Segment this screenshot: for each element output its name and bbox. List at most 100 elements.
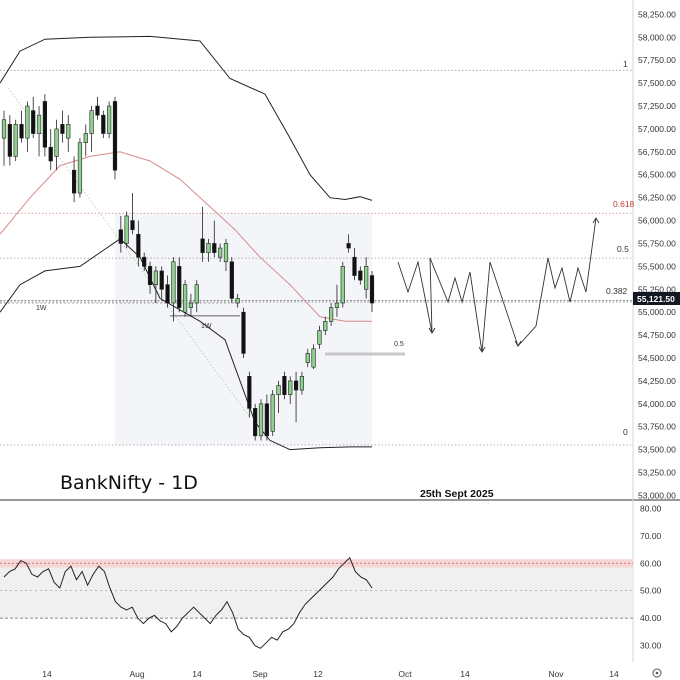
annotation-date: 25th Sept 2025 xyxy=(420,488,494,500)
candle-body xyxy=(218,247,223,258)
candle xyxy=(77,138,83,198)
candle xyxy=(36,106,42,157)
candle-body xyxy=(194,284,199,304)
candle-body xyxy=(159,270,164,290)
candle-body xyxy=(241,311,246,354)
candle xyxy=(229,257,234,304)
candle-body xyxy=(264,403,269,437)
candle-body xyxy=(13,124,18,157)
candle xyxy=(282,371,287,400)
time-tick-label: Aug xyxy=(129,669,144,679)
price-pane[interactable] xyxy=(0,0,680,662)
rsi-tick-label: 60.00 xyxy=(640,558,662,568)
time-tick-label: 12 xyxy=(313,669,323,679)
candle xyxy=(305,348,310,368)
price-axis[interactable]: 58,250.00 58,000.00 57,750.00 57,500.00 57,2… xyxy=(638,9,676,500)
candle xyxy=(171,257,176,322)
candle-body xyxy=(118,229,123,244)
chart-title: BankNifty - 1D xyxy=(60,472,198,494)
candle xyxy=(369,270,375,313)
current-price-badge: 55,121.50 xyxy=(633,292,680,305)
candle-body xyxy=(48,146,53,162)
candle xyxy=(19,110,24,143)
candle xyxy=(299,371,305,395)
candle xyxy=(247,371,252,418)
price-tick-label: 56,000.00 xyxy=(638,216,676,226)
candle-body xyxy=(107,105,112,134)
candle xyxy=(352,248,357,281)
price-tick-label: 54,750.00 xyxy=(638,330,676,340)
time-tick-label: 14 xyxy=(460,669,470,679)
projection-arrow xyxy=(478,346,486,353)
candle xyxy=(177,257,182,313)
candle xyxy=(276,380,281,413)
candle-body xyxy=(1,119,7,139)
price-tick-label: 53,250.00 xyxy=(638,468,676,478)
candle-body xyxy=(60,124,65,134)
candle-body xyxy=(317,330,322,345)
bollinger-middle-band xyxy=(0,151,372,322)
time-tick-label: Nov xyxy=(548,669,564,679)
candle xyxy=(31,96,36,139)
time-axis[interactable]: 14 Aug 14 Sep 12 Oct 14 Nov 14 xyxy=(42,669,619,679)
candle xyxy=(71,156,77,203)
projection-arrow xyxy=(428,327,436,334)
rsi-axis[interactable]: 80.00 70.00 60.00 50.00 40.00 30.00 xyxy=(640,504,662,651)
candle-body xyxy=(112,101,118,171)
time-tick-label: 14 xyxy=(192,669,202,679)
rsi-tick-label: 70.00 xyxy=(640,531,662,541)
price-tick-label: 58,000.00 xyxy=(638,32,676,42)
candle xyxy=(194,280,199,313)
weekly-level-label-1: 1W xyxy=(36,305,47,312)
half-level-label: 0.5 xyxy=(394,341,404,348)
candle xyxy=(258,399,264,441)
settings-icon[interactable] xyxy=(652,668,662,678)
candle xyxy=(311,344,316,369)
candle-body xyxy=(71,169,77,194)
candle xyxy=(124,211,129,249)
candle xyxy=(364,257,369,299)
fib-label-0: 0 xyxy=(623,427,628,437)
candle-body xyxy=(130,220,135,231)
candle-body xyxy=(247,376,252,409)
candle xyxy=(54,119,59,171)
weekly-level-label-2: 1W xyxy=(201,323,212,330)
candle-body xyxy=(276,385,281,395)
candle-body xyxy=(329,307,334,322)
time-tick-label: 14 xyxy=(609,669,619,679)
candle-body xyxy=(136,234,141,258)
price-tick-label: 57,000.00 xyxy=(638,124,676,134)
candle xyxy=(358,266,363,285)
price-tick-label: 56,500.00 xyxy=(638,170,676,180)
rsi-line xyxy=(3,556,373,649)
candle xyxy=(147,261,153,294)
candle-body xyxy=(334,302,340,308)
candle-body xyxy=(177,266,182,308)
candle-body xyxy=(171,261,176,304)
candle xyxy=(241,307,246,358)
rsi-pane[interactable] xyxy=(0,556,633,649)
candle xyxy=(142,252,147,271)
candle-body xyxy=(369,275,375,304)
candle xyxy=(223,238,229,271)
candle-body xyxy=(200,238,205,253)
candle-body xyxy=(223,243,229,263)
candle xyxy=(159,266,164,299)
candle xyxy=(95,96,100,120)
candle xyxy=(107,101,112,139)
candle xyxy=(112,96,118,180)
time-tick-label: 14 xyxy=(42,669,52,679)
candle-body xyxy=(282,376,287,395)
candle xyxy=(206,238,211,262)
price-tick-label: 56,250.00 xyxy=(638,193,676,203)
candle xyxy=(13,119,18,162)
candle xyxy=(48,128,53,171)
current-price-label: 55,121.50 xyxy=(637,294,675,304)
projection-path xyxy=(397,217,597,353)
candle-body xyxy=(124,215,129,244)
candle xyxy=(130,193,135,235)
trend-line xyxy=(7,87,251,418)
time-tick-label: Oct xyxy=(398,669,412,679)
candle-body xyxy=(323,321,328,331)
